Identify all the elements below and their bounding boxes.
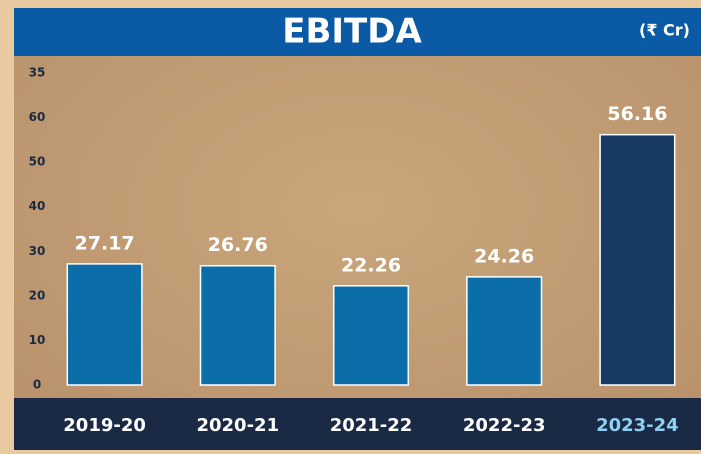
bar [599, 133, 676, 386]
y-tick-label: 35 [29, 66, 46, 80]
y-tick-label: 30 [29, 244, 46, 258]
data-label: 27.17 [75, 232, 135, 254]
bar [332, 285, 410, 386]
x-tick-label: 2022-23 [463, 415, 546, 436]
category-band [14, 398, 701, 450]
title-bar [14, 8, 701, 56]
bar [66, 263, 143, 386]
bar [199, 264, 276, 386]
chart-title: EBITDA [282, 12, 422, 52]
y-tick-label: 20 [29, 288, 46, 302]
x-tick-label: 2023-24 [596, 415, 679, 436]
chart-subtitle: (₹ Cr) [639, 21, 690, 40]
y-tick-label: 60 [29, 110, 46, 124]
y-tick-label: 0 [33, 378, 41, 392]
y-tick-label: 40 [29, 199, 46, 213]
x-tick-label: 2021-22 [330, 415, 413, 436]
x-tick-label: 2019-20 [63, 415, 146, 436]
y-tick-label: 10 [29, 333, 46, 347]
x-tick-label: 2020-21 [196, 415, 279, 436]
data-label: 56.16 [607, 103, 667, 125]
y-tick-label: 50 [29, 155, 46, 169]
data-label: 26.76 [208, 234, 268, 256]
bar [466, 276, 543, 386]
data-label: 22.26 [341, 254, 401, 276]
data-label: 24.26 [474, 245, 534, 267]
